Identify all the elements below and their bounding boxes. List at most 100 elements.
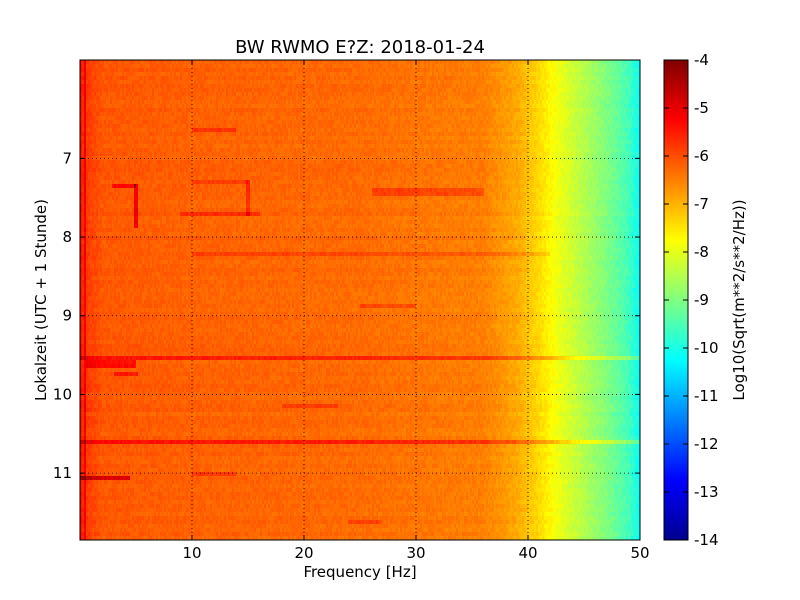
heatmap-cell xyxy=(128,68,130,72)
heatmap-cell xyxy=(562,68,564,72)
heatmap-cell xyxy=(388,64,390,68)
heatmap-cell xyxy=(200,60,202,64)
heatmap-cell xyxy=(246,64,248,68)
heatmap-cell xyxy=(330,72,332,76)
heatmap-cell xyxy=(188,64,190,68)
heatmap-cell xyxy=(362,64,364,68)
heatmap-cell xyxy=(254,60,256,64)
heatmap-cell xyxy=(434,64,436,68)
heatmap-cell xyxy=(510,68,512,72)
heatmap-cell xyxy=(504,64,506,68)
heatmap-cell xyxy=(606,68,608,72)
heatmap-cell xyxy=(352,68,354,72)
heatmap-cell xyxy=(608,60,610,64)
heatmap-cell xyxy=(434,60,436,64)
heatmap-cell xyxy=(216,68,218,72)
heatmap-cell xyxy=(278,72,280,76)
heatmap-cell xyxy=(292,68,294,72)
heatmap-cell xyxy=(260,72,262,76)
heatmap-cell xyxy=(156,68,158,72)
heatmap-cell xyxy=(96,64,98,68)
heatmap-cell xyxy=(244,68,246,72)
heatmap-cell xyxy=(228,60,230,64)
heatmap-cell xyxy=(352,72,354,76)
heatmap-cell xyxy=(204,72,206,76)
heatmap-cell xyxy=(628,68,630,72)
heatmap-cell xyxy=(202,64,204,68)
heatmap-cell xyxy=(538,64,540,68)
heatmap-cell xyxy=(614,68,616,72)
heatmap-cell xyxy=(566,68,568,72)
heatmap-cell xyxy=(602,68,604,72)
heatmap-cell xyxy=(420,64,422,68)
heatmap-cell xyxy=(278,60,280,64)
heatmap-cell xyxy=(358,64,360,68)
heatmap-cell xyxy=(276,72,278,76)
heatmap-cell xyxy=(270,64,272,68)
heatmap-cell xyxy=(82,64,84,68)
heatmap-cell xyxy=(160,72,162,76)
heatmap-cell xyxy=(140,60,142,64)
heatmap-cell xyxy=(154,72,156,76)
heatmap-cell xyxy=(590,60,592,64)
heatmap-cell xyxy=(114,68,116,72)
heatmap-cell xyxy=(470,68,472,72)
heatmap-cell xyxy=(288,68,290,72)
heatmap-cell xyxy=(300,60,302,64)
heatmap-cell xyxy=(380,72,382,76)
heatmap-cell xyxy=(284,64,286,68)
heatmap-cell xyxy=(172,64,174,68)
heatmap-cell xyxy=(540,64,542,68)
heatmap-cell xyxy=(216,72,218,76)
heatmap-cell xyxy=(252,68,254,72)
heatmap-cell xyxy=(244,64,246,68)
heatmap-cell xyxy=(364,64,366,68)
heatmap-cell xyxy=(428,68,430,72)
heatmap-cell xyxy=(278,64,280,68)
heatmap-cell xyxy=(538,68,540,72)
heatmap-cell xyxy=(406,68,408,72)
heatmap-cell xyxy=(370,64,372,68)
heatmap-cell xyxy=(136,72,138,76)
heatmap-cell xyxy=(524,68,526,72)
heatmap-cell xyxy=(468,64,470,68)
heatmap-cell xyxy=(312,68,314,72)
heatmap-cell xyxy=(362,68,364,72)
heatmap-cell xyxy=(166,68,168,72)
heatmap-cell xyxy=(170,72,172,76)
heatmap-cell xyxy=(306,72,308,76)
heatmap-cell xyxy=(96,72,98,76)
heatmap-cell xyxy=(300,64,302,68)
heatmap-cell xyxy=(624,68,626,72)
heatmap-cell xyxy=(124,68,126,72)
heatmap-cell xyxy=(506,64,508,68)
heatmap-cell xyxy=(104,68,106,72)
heatmap-cell xyxy=(536,60,538,64)
heatmap-cell xyxy=(232,60,234,64)
heatmap-cell xyxy=(546,60,548,64)
heatmap-cell xyxy=(522,60,524,64)
heatmap-cell xyxy=(438,72,440,76)
heatmap-cell xyxy=(556,64,558,68)
heatmap-cell xyxy=(98,64,100,68)
heatmap-cell xyxy=(394,72,396,76)
heatmap-cell xyxy=(112,64,114,68)
heatmap-cell xyxy=(534,60,536,64)
heatmap-cell xyxy=(296,68,298,72)
heatmap-cell xyxy=(620,68,622,72)
heatmap-cell xyxy=(466,60,468,64)
heatmap-cell xyxy=(294,60,296,64)
heatmap-cell xyxy=(626,60,628,64)
heatmap-cell xyxy=(496,72,498,76)
heatmap-cell xyxy=(158,72,160,76)
heatmap-cell xyxy=(464,64,466,68)
heatmap-cell xyxy=(254,64,256,68)
heatmap-cell xyxy=(236,60,238,64)
heatmap-cell xyxy=(390,72,392,76)
heatmap-cell xyxy=(568,68,570,72)
heatmap-cell xyxy=(500,60,502,64)
heatmap-cell xyxy=(452,68,454,72)
heatmap-cell xyxy=(558,60,560,64)
heatmap-cell xyxy=(456,68,458,72)
heatmap-cell xyxy=(202,72,204,76)
